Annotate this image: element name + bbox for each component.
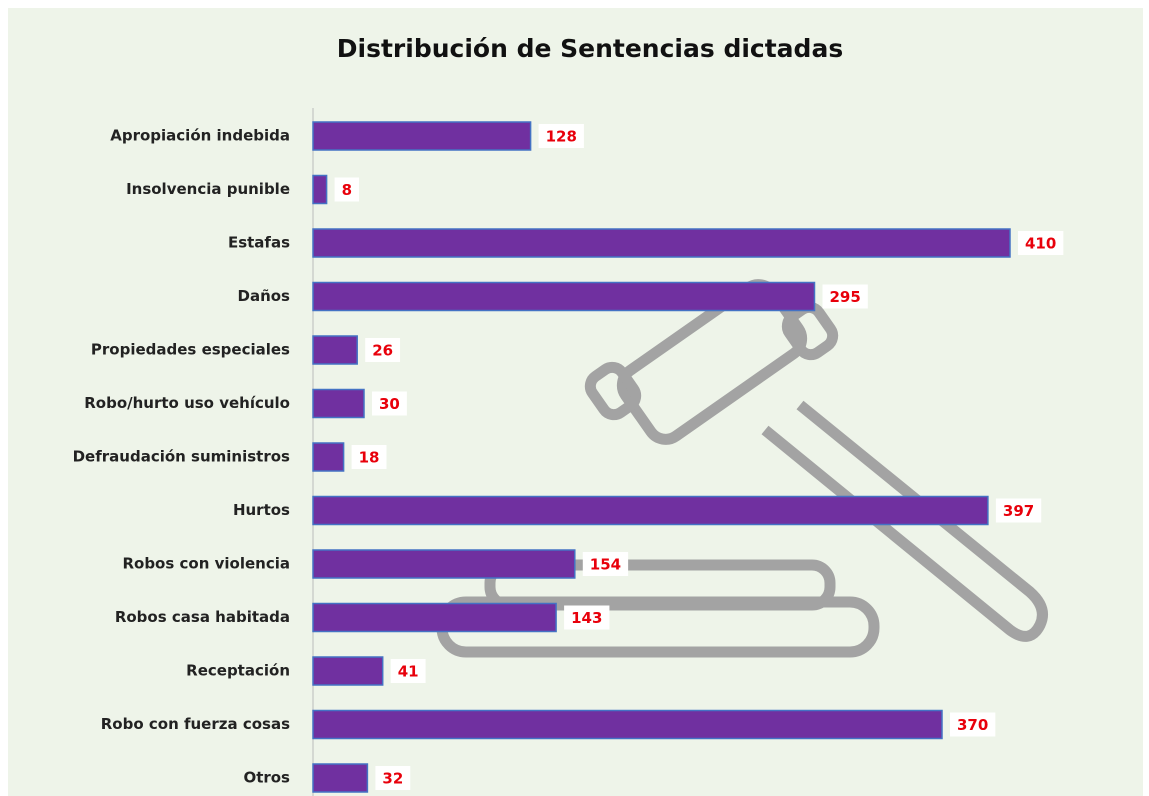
y-tick-label: Robo/hurto uso vehículo	[84, 394, 290, 412]
bar	[313, 122, 531, 150]
y-tick-label: Insolvencia punible	[126, 180, 290, 198]
bar	[313, 764, 367, 792]
value-label: 154	[590, 556, 621, 574]
bar	[313, 497, 988, 525]
value-label: 41	[398, 663, 419, 681]
y-tick-label: Robos casa habitada	[115, 608, 290, 626]
value-label: 410	[1025, 235, 1056, 253]
bar	[313, 711, 942, 739]
bar	[313, 604, 556, 632]
value-label: 295	[830, 288, 861, 306]
bar	[313, 283, 815, 311]
value-label: 18	[359, 449, 380, 467]
value-label: 370	[957, 716, 988, 734]
y-tick-label: Apropiación indebida	[110, 127, 290, 145]
bar	[313, 336, 357, 364]
bar	[313, 176, 327, 204]
value-label: 8	[342, 181, 352, 199]
y-tick-label: Defraudación suministros	[73, 448, 290, 466]
chart-title: Distribución de Sentencias dictadas	[337, 34, 843, 63]
y-tick-label: Robos con violencia	[122, 555, 290, 573]
value-label: 30	[379, 395, 400, 413]
y-tick-label: Daños	[238, 287, 291, 305]
y-tick-label: Receptación	[186, 662, 290, 680]
value-label: 143	[571, 609, 602, 627]
y-tick-label: Propiedades especiales	[91, 341, 290, 359]
chart: Distribución de Sentencias dictadas Apro…	[0, 0, 1149, 796]
bar	[313, 443, 344, 471]
y-tick-label: Estafas	[228, 234, 290, 252]
value-label: 26	[372, 342, 393, 360]
y-tick-label: Hurtos	[233, 501, 290, 519]
bar	[313, 390, 364, 418]
value-label: 32	[382, 770, 403, 788]
bar	[313, 229, 1010, 257]
bar	[313, 550, 575, 578]
value-label: 397	[1003, 502, 1034, 520]
y-tick-label: Robo con fuerza cosas	[101, 715, 290, 733]
value-label: 128	[546, 128, 577, 146]
y-tick-label: Otros	[243, 769, 290, 787]
bar	[313, 657, 383, 685]
